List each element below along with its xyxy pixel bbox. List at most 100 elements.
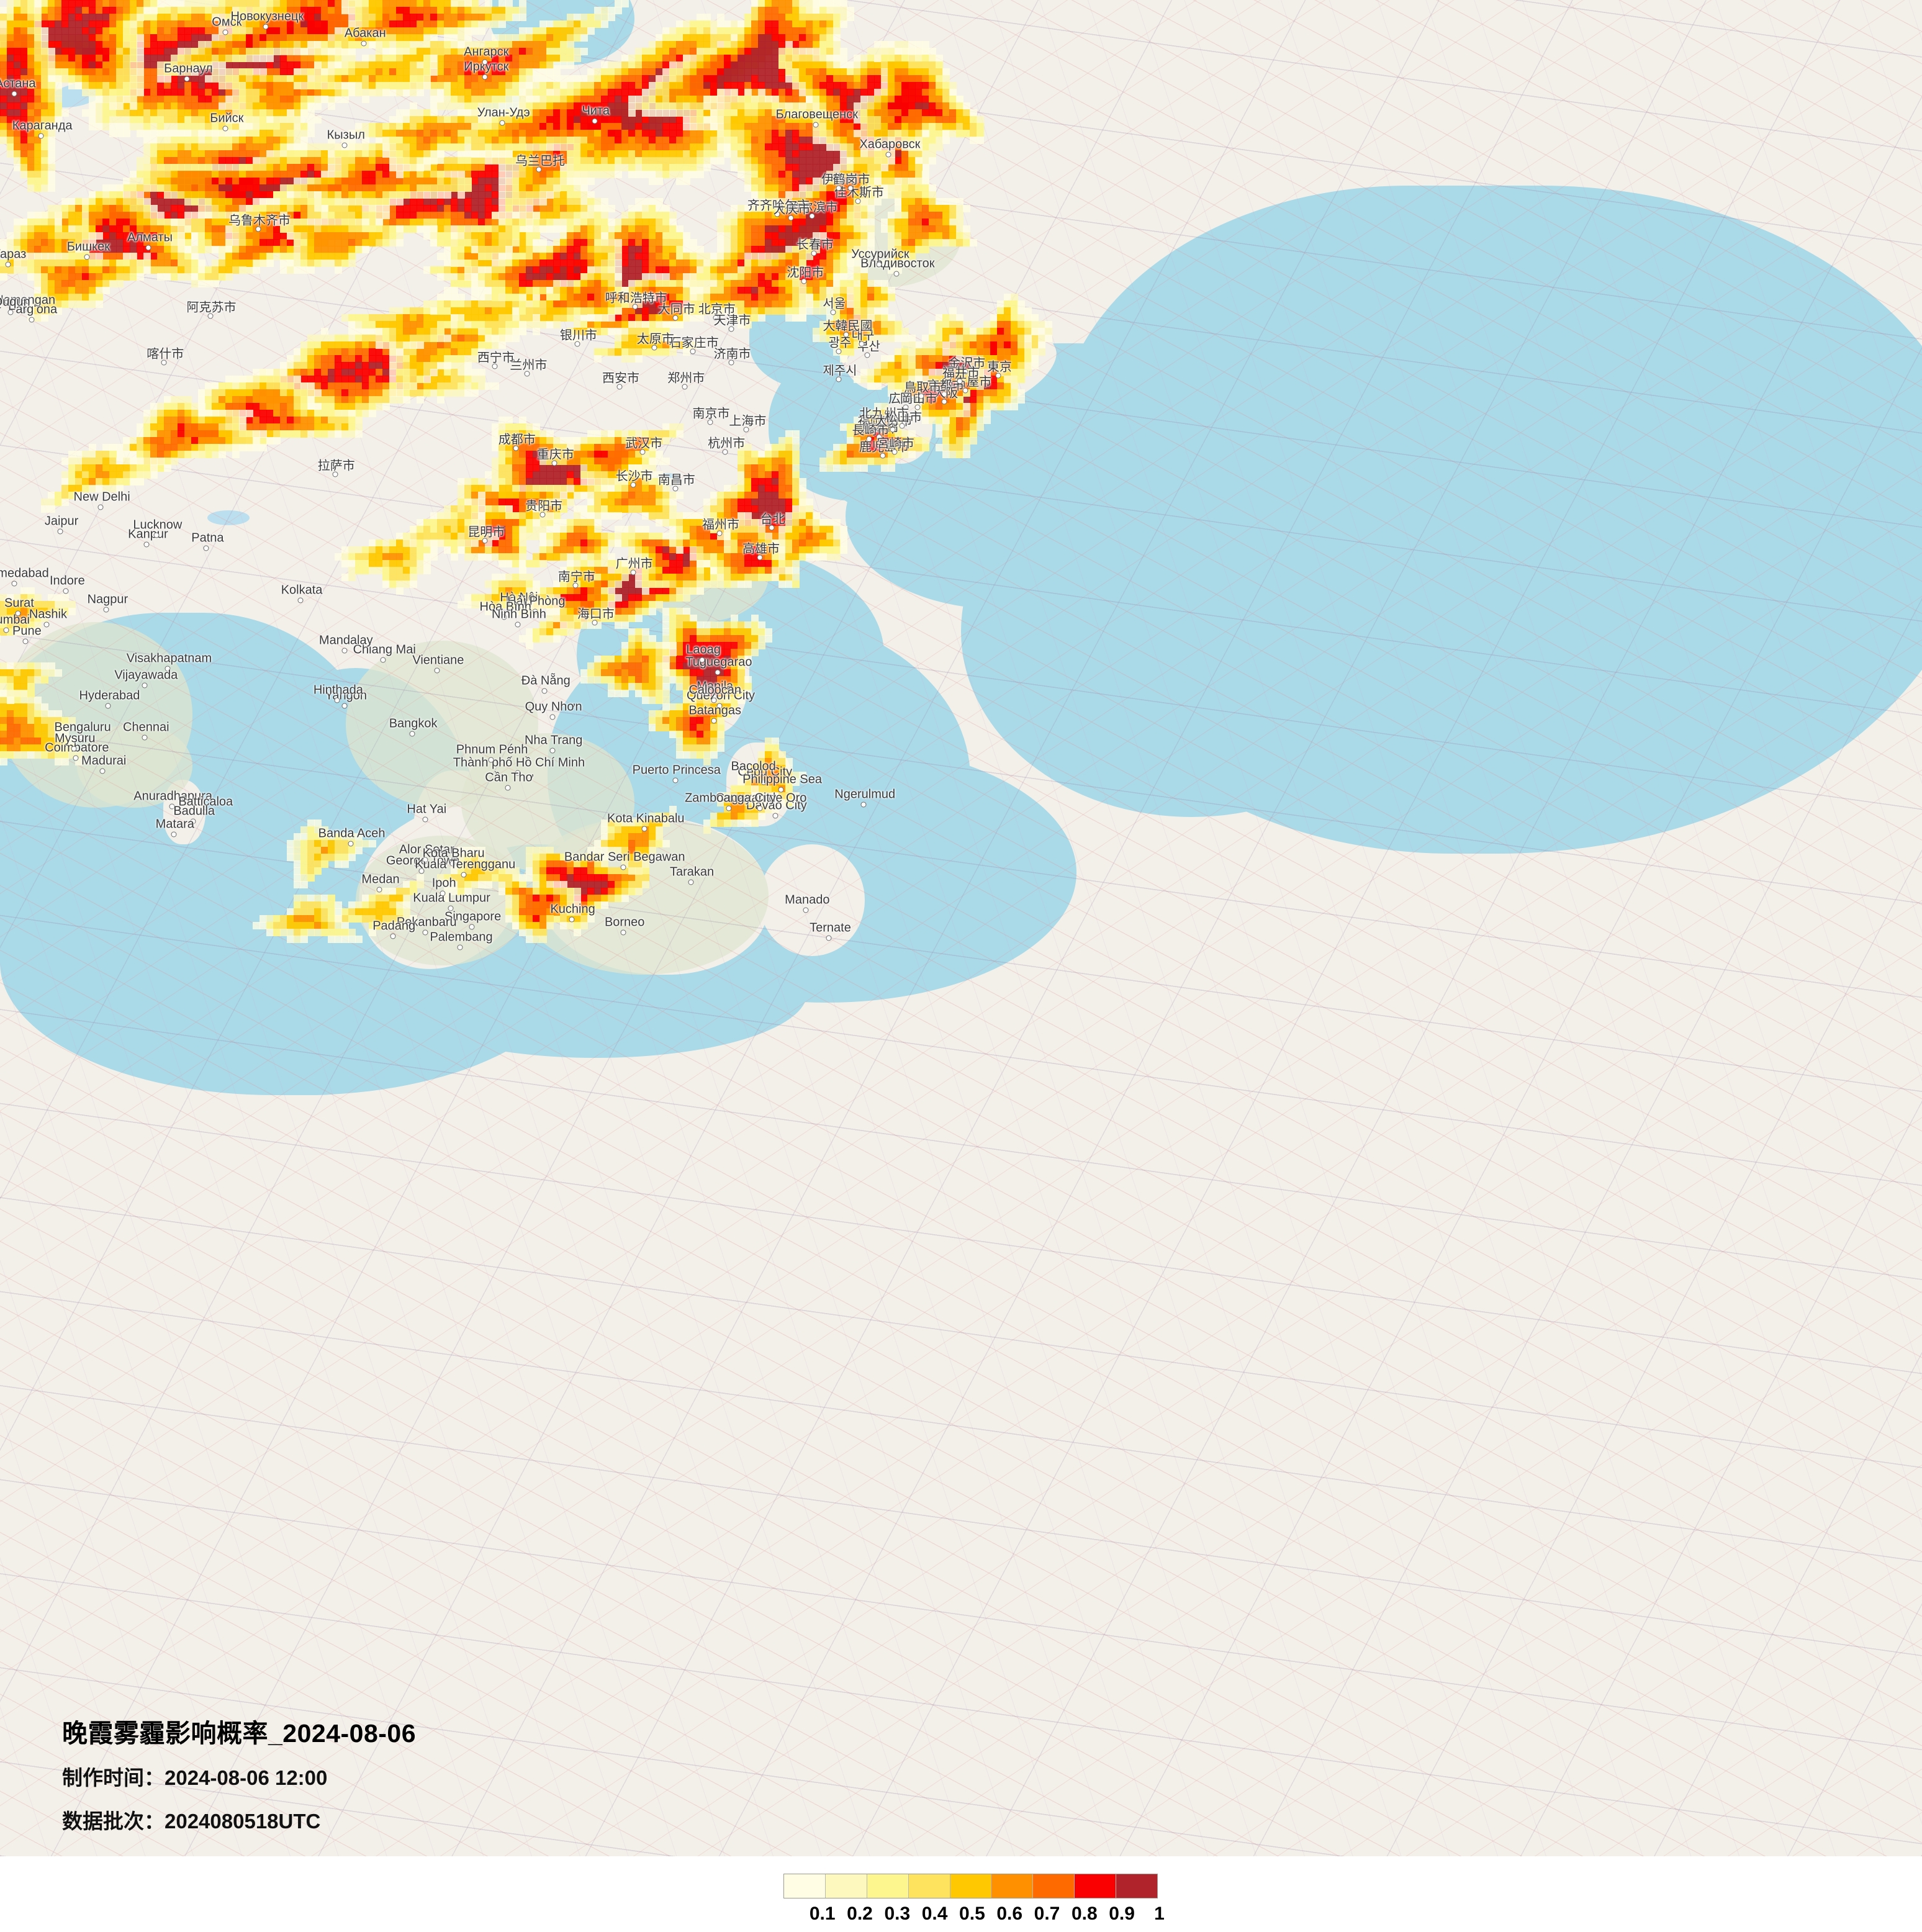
map-city-label: Kuala Lumpur [413,892,490,906]
map-city-dot [651,345,657,351]
map-city-label: 上海市 [729,410,766,428]
map-city-dot [672,315,678,321]
map-city-label: Ninh Bình [492,607,546,621]
map-city-dot [142,683,148,688]
map-city-dot [772,813,778,818]
map-city-label: Matara [156,817,194,831]
map-city-dot [171,831,176,837]
map-city-dot [569,917,574,923]
map-city-label: Бишкек [67,240,110,254]
map-city-label: 天津市 [714,310,751,328]
map-city-dot [223,126,228,132]
colorbar-tick-0.8: 0.8 [1072,1903,1098,1925]
map-city-dot [728,327,734,332]
map-city-dot [492,364,497,369]
map-city-dot [98,505,104,510]
map-city-label: 西宁市 [477,348,515,366]
colorbar-tick-0.6: 0.6 [996,1903,1022,1925]
map-city-dot [995,373,1001,379]
map-city-dot [715,670,720,675]
legend-footer: 0.1 0.2 0.3 0.4 0.5 0.6 0.7 0.8 0.9 1 [0,1856,1922,1930]
map-city-label: 海口市 [577,603,615,621]
overlay-production-time: 制作时间：2024-08-06 12:00 [62,1761,416,1791]
map-city-dot [71,746,76,752]
map-city-dot [632,304,638,310]
map-city-label: 鳥取市 [904,377,941,395]
map-city-dot [919,393,924,399]
map-city-label: Ngerulmud [834,787,895,801]
map-canvas[interactable]: Омск Барнаул Новокузнецк Абакан Бийск Кызыл Ир… [0,0,1922,1856]
map-city-label: Kota Kinabalu [607,811,685,826]
colorbar-tick-0.2: 0.2 [847,1903,873,1925]
map-city-label: Patna [191,531,223,546]
map-city-label: 乌兰巴托 [515,151,565,169]
map-label-layer: Омск Барнаул Новокузнецк Абакан Бийск Кызыл Ир… [0,0,1922,1856]
map-city-dot [255,226,261,232]
map-city-dot [813,122,818,128]
map-city-dot [826,936,832,941]
colorbar-tick-labels: 0.1 0.2 0.3 0.4 0.5 0.6 0.7 0.8 0.9 1 [783,1903,1158,1932]
map-city-label: 石家庄市 [669,333,719,351]
map-city-dot [769,525,774,531]
map-city-dot [106,703,111,709]
map-city-dot [204,546,209,551]
map-city-dot [29,317,34,323]
map-city-dot [859,341,865,347]
map-city-dot [6,261,11,267]
map-city-dot [914,404,920,410]
map-city-dot [513,445,518,451]
map-city-label: Bandar Seri Begawan [564,851,685,865]
map-city-dot [540,512,546,518]
map-city-dot [207,314,213,319]
map-city-dot [161,360,167,366]
map-city-dot [263,24,269,29]
map-city-label: Bacolod [731,759,775,774]
map-city-dot [728,360,734,366]
map-city-label: Новокузнецк [231,9,304,24]
map-city-dot [482,59,488,65]
map-city-label: Indore [50,574,85,588]
map-city-label: Vientiane [412,654,464,668]
map-city-label: 台北 [760,509,785,527]
map-city-dot [893,271,899,276]
map-city-dot [592,119,597,124]
map-city-label: Благовещенск [776,108,858,122]
map-city-dot [469,924,474,930]
map-city-dot [409,731,415,737]
map-city-dot [757,555,763,561]
map-city-label: Visakhapatnam [127,652,212,666]
map-city-dot [15,610,20,616]
map-city-label: Улан-Удэ [477,106,530,120]
map-city-label: Mysuru [55,732,96,746]
map-city-label: 제주시 [823,361,857,379]
map-city-dot [803,908,809,913]
colorbar-swatches [783,1874,1158,1898]
map-city-label: Tarakan [670,865,714,880]
map-city-label: 福州市 [702,515,739,533]
map-city-dot [361,40,367,46]
overlay-data-batch: 数据批次：2024080518UTC [62,1805,416,1835]
map-city-label: Batangas [688,704,741,718]
map-city-dot [900,423,905,428]
map-city-dot [717,531,723,536]
map-city-label: Manado [785,893,829,908]
map-city-label: 成都市 [499,429,536,447]
map-city-dot [672,486,678,492]
map-city-label: 武汉市 [625,433,662,451]
map-city-dot [7,310,13,315]
map-city-dot [890,427,895,432]
map-city-label: 拉萨市 [318,455,355,473]
map-city-dot [630,569,636,575]
colorbar-tick-1: 1 [1154,1903,1165,1925]
map-city-dot [830,310,836,315]
map-city-label: Чита [582,104,610,119]
map-city-dot [332,471,338,477]
map-city-dot [757,805,763,811]
colorbar-swatch-0.5-0.6 [950,1874,992,1898]
map-city-label: 长沙市 [616,466,653,484]
map-city-dot [811,250,816,256]
map-city-label: Hyderabad [79,689,140,703]
map-city-label: Кызыл [327,129,365,143]
map-city-dot [630,482,636,488]
map-city-label: Hinthada [314,684,363,698]
